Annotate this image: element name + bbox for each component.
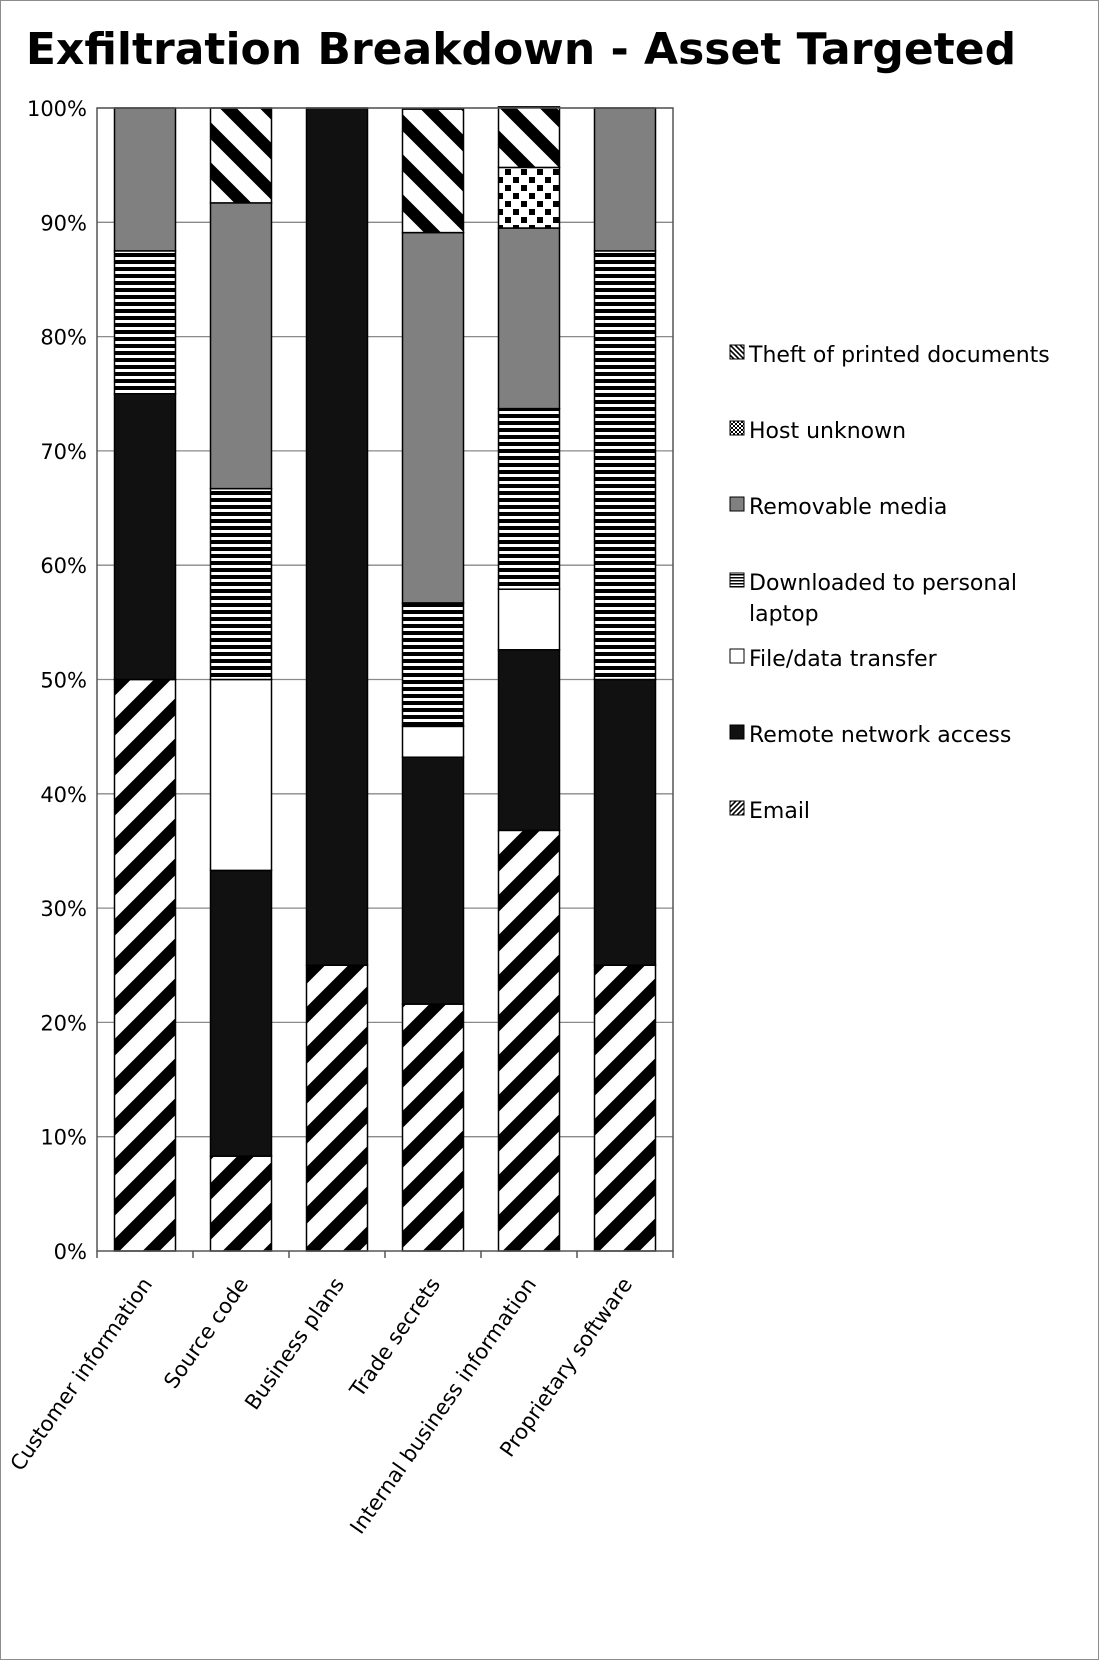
y-tick-label: 70% (40, 440, 87, 464)
bar-segment (497, 166, 561, 229)
bar-segment (401, 231, 465, 604)
bar-segment (497, 829, 561, 1252)
x-category-label: Trade secrets (345, 1273, 445, 1402)
bar-segment (497, 106, 561, 169)
bar-segment (497, 649, 561, 832)
bar-segment (113, 250, 177, 395)
x-axis-categories: Customer information Source codeBusiness … (6, 1273, 638, 1538)
legend-label: File/data transfer (749, 647, 938, 672)
legend: Theft of printed documents Host unknown Re… (729, 343, 1050, 824)
gridlines (97, 107, 673, 1138)
bar-segment (305, 964, 369, 1252)
bar-segment (113, 393, 177, 681)
legend-swatch (729, 800, 745, 816)
chart-title: Exfiltration Breakdown - Asset Targeted (26, 24, 1016, 75)
x-category-label: Customer information (6, 1273, 158, 1475)
bar-segment (593, 107, 657, 252)
bar-segment (305, 107, 369, 966)
legend-label: Host unknown (749, 419, 906, 444)
y-tick-label: 40% (40, 783, 87, 807)
x-category-label: Business plans (240, 1273, 349, 1414)
bar-segment (209, 678, 273, 872)
bar-segment (401, 602, 465, 728)
bar-segment (497, 407, 561, 590)
y-tick-label: 80% (40, 326, 87, 350)
y-tick-label: 100% (27, 97, 87, 121)
bar-segment (113, 678, 177, 1252)
bar-segment (593, 250, 657, 681)
bar-segment (497, 588, 561, 651)
legend-label: Downloaded to personal laptop (749, 571, 1017, 627)
y-axis-ticks: 0% 10% 20% 30% 40% 50% 60% 70% 80% 90% 100% (27, 97, 87, 1264)
legend-swatch (729, 724, 745, 740)
bar-segment (497, 227, 561, 410)
bar-segment (401, 108, 465, 234)
y-tick-label: 0% (54, 1240, 87, 1264)
legend-swatch (729, 420, 745, 436)
bar-segment (209, 1155, 273, 1252)
legend-swatch (729, 496, 745, 512)
y-tick-label: 10% (40, 1126, 87, 1150)
bars (113, 106, 657, 1252)
bar-segment (209, 107, 273, 204)
bar-segment (401, 756, 465, 1005)
bar-segment (209, 487, 273, 681)
y-tick-label: 90% (40, 211, 87, 235)
bar-segment (209, 869, 273, 1157)
plot-area (96, 107, 674, 1258)
bar-segment (209, 202, 273, 490)
y-tick-label: 60% (40, 554, 87, 578)
bar-segment (401, 1003, 465, 1252)
legend-swatch (729, 648, 745, 664)
legend-label: Removable media (749, 495, 947, 520)
bar-segment (593, 964, 657, 1252)
legend-label: Remote network access (749, 723, 1011, 748)
legend-label: Email (749, 799, 810, 824)
y-tick-label: 20% (40, 1011, 87, 1035)
y-tick-label: 30% (40, 897, 87, 921)
bar-segment (113, 107, 177, 252)
legend-swatch (729, 344, 745, 360)
legend-label: Theft of printed documents (748, 343, 1050, 368)
x-category-label: Internal business information (345, 1273, 541, 1538)
bar-segment (401, 725, 465, 758)
x-category-label: Source code (159, 1273, 253, 1393)
bar-segment (593, 678, 657, 966)
y-tick-label: 50% (40, 669, 87, 693)
legend-swatch (729, 572, 745, 588)
